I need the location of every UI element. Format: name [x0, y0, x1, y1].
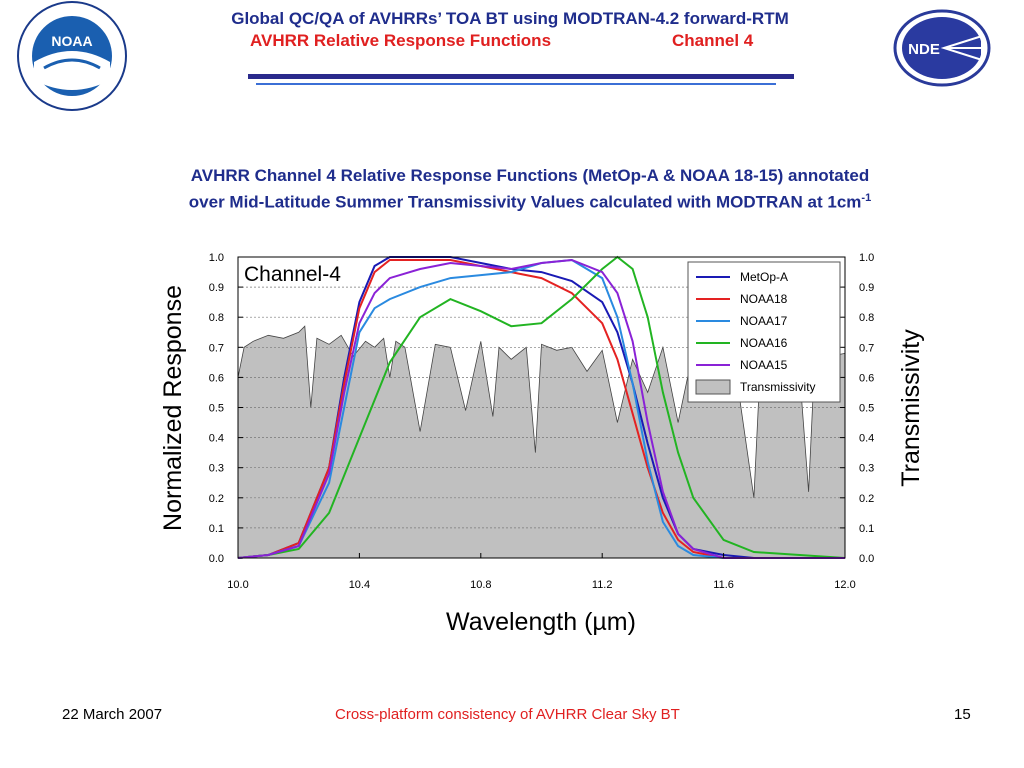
y2-tick-label: 0.3: [859, 463, 874, 475]
series-line-noaa17: [237, 258, 845, 559]
legend-label: MetOp-A: [740, 270, 788, 284]
y2-axis-label: Transmissivity: [897, 329, 925, 487]
legend-label: NOAA15: [740, 358, 788, 372]
y-tick-label: 0.3: [209, 463, 224, 475]
y2-tick-label: 0.4: [859, 433, 874, 445]
x-tick-label: 10.4: [349, 579, 370, 591]
y2-tick-label: 0.0: [859, 553, 874, 565]
y-tick-label: 0.7: [209, 342, 224, 354]
y-tick-label: 0.2: [209, 493, 224, 505]
y2-tick-label: 0.6: [859, 372, 874, 384]
y2-tick-label: 0.2: [859, 493, 874, 505]
y-axis-label: Normalized Response: [159, 285, 187, 531]
chart-heading: AVHRR Channel 4 Relative Response Functi…: [100, 164, 960, 214]
noaa-logo-text: NOAA: [51, 33, 92, 49]
series-line-noaa16: [237, 255, 846, 559]
legend-box: [687, 261, 841, 403]
y2-tick-label: 0.1: [859, 523, 874, 535]
footer-date: 22 March 2007: [62, 706, 163, 723]
legend-label: Transmissivity: [740, 380, 816, 394]
legend-swatch: [695, 379, 731, 395]
chart-heading-line2: over Mid-Latitude Summer Transmissivity …: [100, 187, 960, 214]
series-line-noaa15: [237, 258, 845, 559]
chart-heading-line2-text: over Mid-Latitude Summer Transmissivity …: [188, 192, 862, 212]
y2-tick-label: 0.8: [859, 312, 874, 324]
nde-logo-text: NDE: [908, 41, 940, 58]
y2-tick-label: 0.5: [859, 403, 874, 415]
y-tick-label: 0.5: [209, 403, 224, 415]
subtitle-left: AVHRR Relative Response Functions: [250, 31, 552, 50]
y-tick-label: 0.8: [209, 312, 224, 324]
y-tick-label: 1.0: [209, 252, 224, 264]
y-tick-label: 0.6: [209, 372, 224, 384]
y-tick-label: 0.1: [209, 523, 224, 535]
y-tick-label: 0.9: [209, 282, 224, 294]
nde-logo: NDE: [892, 8, 992, 88]
header-rule-dark: [248, 74, 794, 79]
y2-tick-label: 1.0: [859, 252, 874, 264]
legend-label: NOAA17: [740, 314, 788, 328]
noaa-logo: NOAA: [16, 0, 128, 112]
series-line-noaa18: [237, 259, 845, 559]
y2-tick-label: 0.9: [859, 282, 874, 294]
chart-legend: MetOp-A NOAA18 NOAA17 NOAA16 NOAA15 Transmiss…: [687, 261, 841, 403]
page-title: Global QC/QA of AVHRRs’ TOA BT using MOD…: [231, 9, 789, 28]
header-rule-light: [256, 83, 776, 85]
footer-center: Cross-platform consistency of AVHRR Clea…: [335, 706, 680, 723]
y2-tick-label: 0.7: [859, 342, 874, 354]
chart-annotation: Channel-4: [244, 263, 341, 286]
chart-heading-line1: AVHRR Channel 4 Relative Response Functi…: [190, 166, 870, 185]
chart-heading-superscript: -1: [861, 192, 872, 204]
x-axis-label: Wavelength (µm): [446, 608, 636, 636]
x-tick-label: 11.6: [713, 579, 734, 591]
legend-label: NOAA16: [740, 336, 788, 350]
x-tick-label: 10.0: [227, 579, 248, 591]
page-number: 15: [954, 706, 971, 723]
legend-label: NOAA18: [740, 292, 788, 306]
x-tick-label: 10.8: [470, 579, 491, 591]
x-tick-label: 11.2: [592, 579, 613, 591]
x-tick-label: 12.0: [834, 579, 855, 591]
y-tick-label: 0.0: [209, 553, 224, 565]
y-tick-label: 0.4: [209, 433, 224, 445]
subtitle-right: Channel 4: [672, 31, 754, 50]
